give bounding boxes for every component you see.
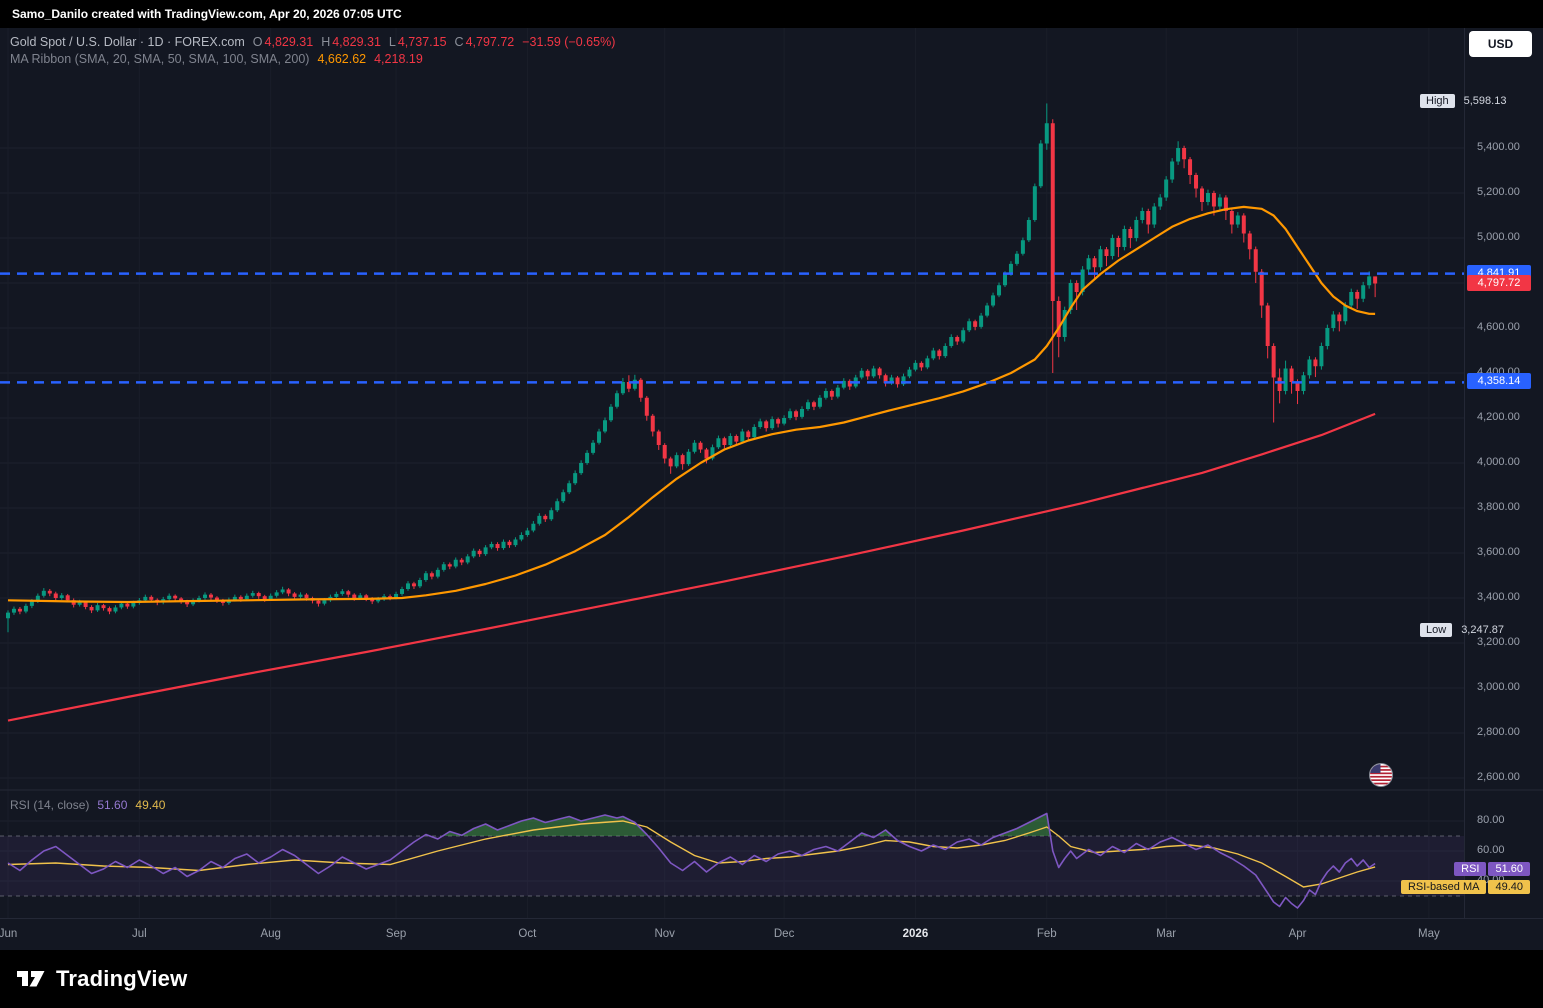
rsi-legend-ma-value: 49.40	[135, 798, 166, 812]
low-label: L	[388, 35, 396, 49]
ma-red-line	[7, 412, 1376, 722]
footer-bar: TradingView	[0, 950, 1543, 1008]
time-axis-label: Nov	[654, 928, 675, 940]
last-price-badge: 4,797.72	[1467, 274, 1531, 291]
price-chart-canvas[interactable]	[0, 28, 1543, 920]
price-axis-label: 3,600.00	[1477, 546, 1520, 558]
high-marker-chip: High	[1420, 94, 1455, 109]
rsi-ma-badge-value: 49.40	[1488, 880, 1530, 894]
rsi-pane	[0, 812, 1464, 909]
ma-ribbon-label[interactable]: MA Ribbon (SMA, 20, SMA, 50, SMA, 100, S…	[10, 52, 310, 66]
time-axis-label: Sep	[385, 928, 407, 940]
ma-ribbon-value-2: 4,218.19	[374, 52, 423, 66]
rsi-ma-value-badges: RSI-based MA 49.40	[1400, 880, 1530, 894]
ma-ribbon-legend-row[interactable]: MA Ribbon (SMA, 20, SMA, 50, SMA, 100, S…	[10, 51, 615, 68]
rsi-badge-value: 51.60	[1488, 862, 1530, 876]
ma-ribbon-value-1: 4,662.62	[317, 52, 367, 66]
time-axis-label: Oct	[518, 928, 537, 940]
time-axis-label: Mar	[1156, 928, 1177, 940]
price-axis[interactable]: 5,400.005,200.005,000.004,800.004,600.00…	[1464, 28, 1543, 918]
open-value: 4,829.31	[264, 35, 314, 49]
time-axis-label: Jun	[0, 928, 18, 940]
high-marker: High 5,598.13	[1420, 94, 1507, 109]
symbol-title[interactable]: Gold Spot / U.S. Dollar · 1D · FOREX.com	[10, 35, 245, 49]
price-level-badge-lower: 4,358.14	[1467, 373, 1531, 390]
rsi-legend-label[interactable]: RSI (14, close)	[10, 798, 90, 812]
rsi-legend-row[interactable]: RSI (14, close) 51.60 49.40	[10, 798, 165, 812]
rsi-value-badges: RSI 51.60	[1454, 862, 1530, 876]
time-axis-label: Aug	[260, 928, 281, 940]
price-axis-label: 2,600.00	[1477, 771, 1520, 783]
chart-area[interactable]: Gold Spot / U.S. Dollar · 1D · FOREX.com…	[0, 28, 1543, 950]
tradingview-logo-icon[interactable]	[16, 966, 46, 992]
close-value: 4,797.72	[465, 35, 515, 49]
high-marker-value: 5,598.13	[1463, 95, 1507, 108]
rsi-overbought-fill	[443, 815, 647, 836]
time-axis-label: May	[1417, 928, 1440, 940]
low-marker: Low 3,247.87	[1420, 623, 1505, 638]
high-label: H	[321, 35, 331, 49]
time-axis-label: 2026	[902, 928, 929, 940]
rsi-axis-label: 60.00	[1477, 844, 1505, 856]
attribution-bar: Samo_Danilo created with TradingView.com…	[0, 0, 1543, 28]
close-label: C	[454, 35, 464, 49]
time-axis-label: Apr	[1288, 928, 1307, 940]
attribution-text: Samo_Danilo created with TradingView.com…	[12, 7, 402, 21]
price-axis-label: 4,200.00	[1477, 411, 1520, 423]
currency-toggle-button[interactable]: USD	[1469, 31, 1532, 57]
price-axis-label: 3,800.00	[1477, 501, 1520, 513]
main-pane	[0, 103, 1464, 722]
price-axis-label: 3,000.00	[1477, 681, 1520, 693]
grid-layer	[0, 28, 1464, 918]
price-axis-label: 3,200.00	[1477, 636, 1520, 648]
time-axis[interactable]: Jun Jul Aug Sep Oct Nov Dec 2026 Feb Mar Apr May	[0, 918, 1543, 950]
low-marker-value: 3,247.87	[1461, 624, 1505, 637]
tradingview-brand-text[interactable]: TradingView	[56, 966, 188, 991]
high-value: 4,829.31	[332, 35, 381, 49]
price-axis-label: 3,400.00	[1477, 591, 1520, 603]
price-axis-label: 5,200.00	[1477, 186, 1520, 198]
low-marker-chip: Low	[1420, 623, 1453, 638]
ma-orange-line	[7, 205, 1376, 604]
time-axis-label: Feb	[1036, 928, 1057, 940]
price-axis-label: 5,400.00	[1477, 141, 1520, 153]
time-axis-label: Jul	[131, 928, 147, 940]
rsi-badge-label: RSI	[1454, 862, 1487, 876]
rsi-line	[7, 812, 1376, 909]
symbol-legend-row[interactable]: Gold Spot / U.S. Dollar · 1D · FOREX.com…	[10, 34, 615, 51]
price-axis-label: 4,000.00	[1477, 456, 1520, 468]
chart-legend: Gold Spot / U.S. Dollar · 1D · FOREX.com…	[10, 34, 615, 68]
price-axis-label: 4,600.00	[1477, 321, 1520, 333]
rsi-band	[0, 836, 1464, 896]
price-axis-label: 5,000.00	[1477, 231, 1520, 243]
us-flag-icon	[1369, 763, 1393, 787]
time-axis-label: Dec	[773, 928, 795, 940]
low-value: 4,737.15	[397, 35, 447, 49]
rsi-legend-value: 51.60	[97, 798, 128, 812]
rsi-ma-badge-label: RSI-based MA	[1400, 880, 1487, 894]
rsi-overbought-fill	[876, 830, 892, 836]
price-axis-label: 2,800.00	[1477, 726, 1520, 738]
rsi-axis-label: 80.00	[1477, 814, 1505, 826]
change-value: −31.59 (−0.65%)	[522, 35, 616, 49]
rsi-ma-line	[7, 820, 1376, 888]
open-label: O	[252, 35, 263, 49]
